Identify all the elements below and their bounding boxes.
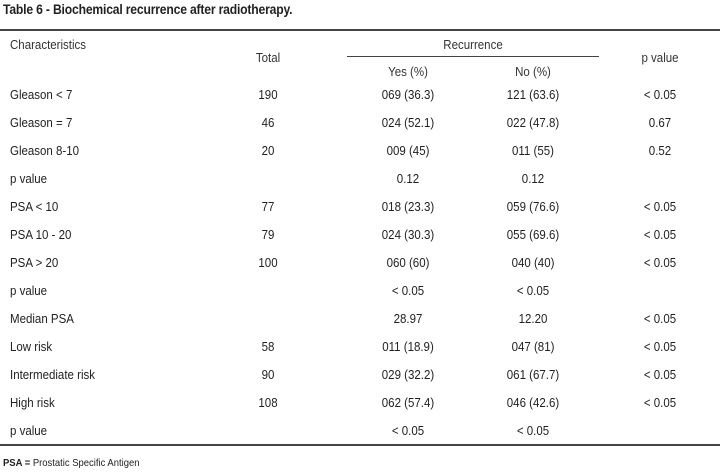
row-no: 046 (42.6) [506,396,560,410]
row-label: PSA 10 - 20 [10,228,72,242]
row-total: 46 [261,116,275,130]
row-label: PSA > 20 [10,256,59,270]
row-label: Median PSA [10,312,74,326]
header-yes: Yes (%) [388,65,428,79]
row-yes: 029 (32.2) [381,368,435,382]
row-no: < 0.05 [516,424,550,438]
header-recurrence: Recurrence [443,38,503,52]
row-total: 77 [261,200,275,214]
row-no: 055 (69.6) [506,228,560,242]
header-total: Total [255,51,281,65]
row-p-value: < 0.05 [643,256,677,270]
row-label: PSA < 10 [10,200,59,214]
row-yes: < 0.05 [391,284,425,298]
row-p-value: 0.52 [648,144,672,158]
row-label: p value [10,284,48,298]
row-p-value: < 0.05 [643,88,677,102]
row-yes: 069 (36.3) [381,88,435,102]
row-label: p value [10,172,48,186]
row-no: 022 (47.8) [506,116,560,130]
row-no: 040 (40) [511,256,555,270]
row-yes: 0.12 [396,172,420,186]
row-p-value: < 0.05 [643,312,677,326]
row-label: High risk [10,396,55,410]
row-p-value: < 0.05 [643,396,677,410]
row-no: 059 (76.6) [506,200,560,214]
row-label: Low risk [10,340,53,354]
row-p-value: < 0.05 [643,368,677,382]
row-total: 100 [258,256,278,270]
row-total: 58 [261,340,275,354]
footnote: PSA = Prostatic Specific Antigen [3,457,139,469]
row-total: 79 [261,228,275,242]
row-label: Intermediate risk [10,368,96,382]
row-label: Gleason 8-10 [10,144,80,158]
footnote-text: Prostatic Specific Antigen [30,457,140,469]
row-yes: 060 (60) [386,256,430,270]
row-total: 190 [258,88,278,102]
row-yes: 024 (30.3) [381,228,435,242]
header-no: No (%) [515,65,551,79]
header-characteristics: Characteristics [10,38,87,52]
row-no: 011 (55) [511,144,554,158]
row-total: 20 [261,144,275,158]
row-yes: 011 (18.9) [382,340,434,354]
footnote-abbreviation: PSA = [3,457,31,469]
row-yes: 018 (23.3) [381,200,435,214]
row-p-value: < 0.05 [643,340,677,354]
row-yes: 024 (52.1) [381,116,435,130]
row-label: p value [10,424,48,438]
row-total: 90 [261,368,275,382]
row-no: < 0.05 [516,284,550,298]
row-p-value: < 0.05 [643,200,677,214]
row-label: Gleason = 7 [10,116,73,130]
row-yes: 062 (57.4) [381,396,435,410]
row-yes: 28.97 [393,312,423,326]
row-no: 12.20 [518,312,548,326]
row-no: 047 (81) [511,340,555,354]
top-rule [0,29,720,31]
table-title: Table 6 - Biochemical recurrence after r… [3,2,293,17]
row-no: 061 (67.7) [506,368,560,382]
row-label: Gleason < 7 [10,88,73,102]
row-no: 121 (63.6) [506,88,560,102]
row-yes: < 0.05 [391,424,425,438]
recurrence-subrule [347,56,599,57]
row-yes: 009 (45) [386,144,430,158]
row-p-value: < 0.05 [643,228,677,242]
bottom-rule [0,444,720,446]
row-p-value: 0.67 [648,116,672,130]
header-p-value: p value [641,51,679,65]
row-no: 0.12 [521,172,545,186]
row-total: 108 [258,396,278,410]
